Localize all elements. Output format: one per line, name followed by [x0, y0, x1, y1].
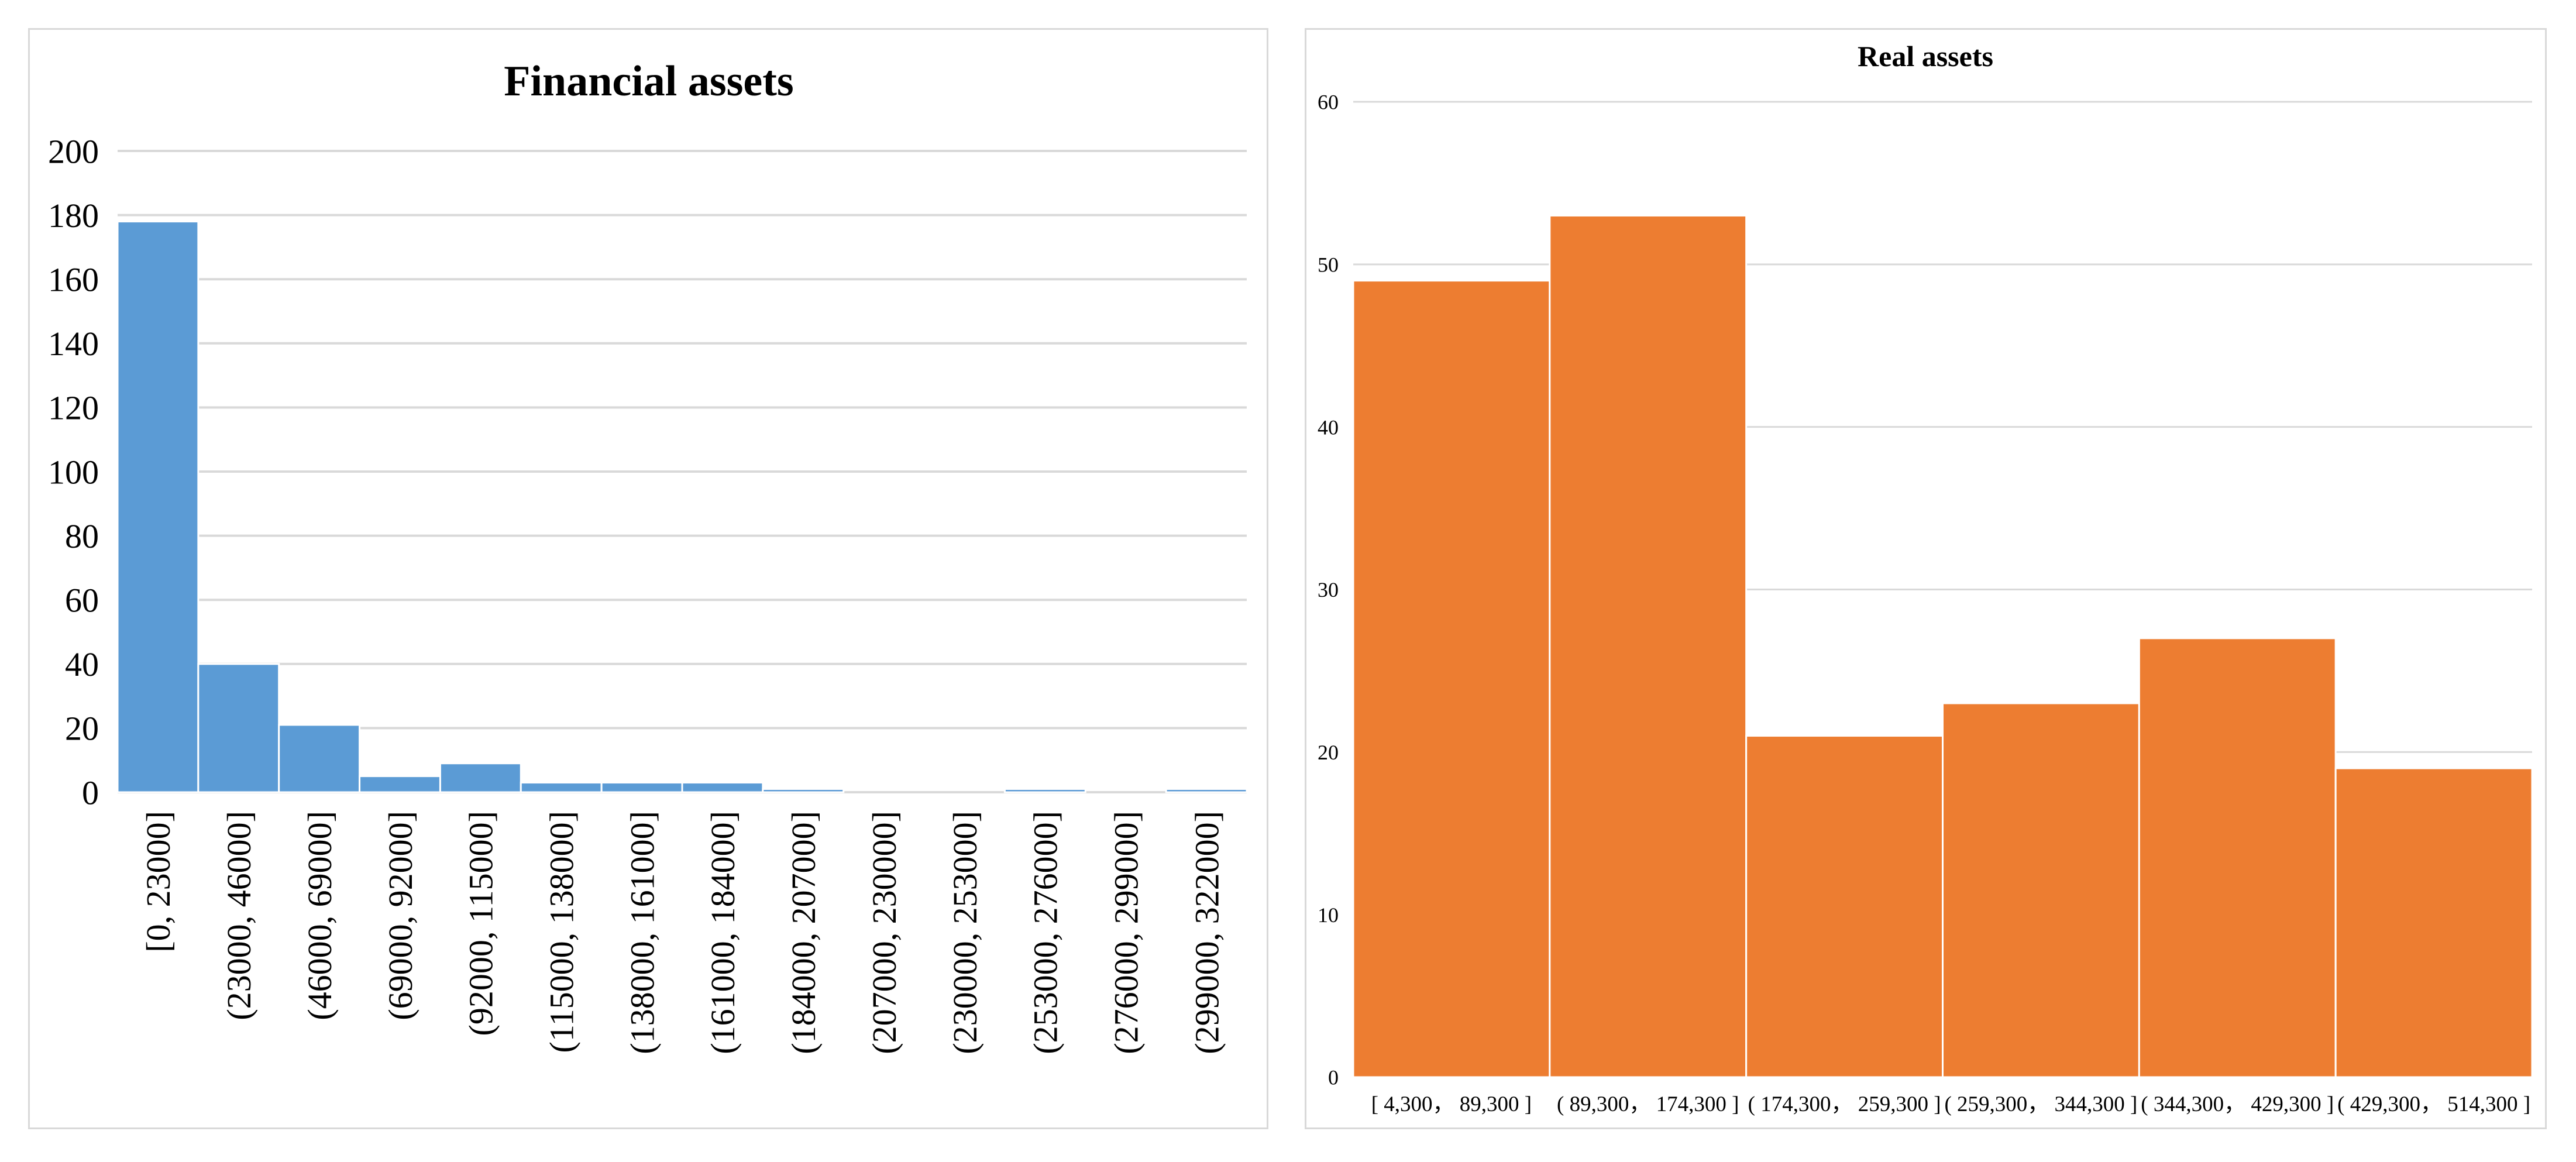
real-assets-chart-panel: Real assets 0 10 20 30 40 50 60 [ 4,300， 89,300 … — [1305, 28, 2547, 1129]
x-tick-label: (138000, 161000] — [623, 811, 661, 1054]
x-tick-label: [0, 23000] — [139, 811, 177, 953]
y-tick-label: 180 — [48, 197, 99, 235]
x-tick-label: ( 429,300， 514,300 ] — [2337, 1092, 2530, 1116]
y-tick-label: 20 — [65, 710, 99, 748]
x-tick-label: ( 344,300， 429,300 ] — [2141, 1092, 2334, 1116]
y-tick-label: 160 — [48, 261, 99, 299]
histogram-bar — [197, 663, 280, 793]
x-tick-label: (115000, 138000] — [543, 811, 581, 1053]
x-tick-label: (46000, 69000] — [301, 811, 339, 1020]
x-tick-label: (230000, 253000] — [946, 811, 984, 1054]
y-tick-label: 120 — [48, 389, 99, 427]
histogram-bar — [762, 788, 845, 793]
real-assets-chart: Real assets 0 10 20 30 40 50 60 [ 4,300， 89,300 … — [1318, 40, 2533, 1116]
histogram-bar — [2138, 637, 2337, 1078]
y-tick-label: 100 — [48, 453, 99, 491]
x-tick-label: (276000, 299000] — [1108, 811, 1146, 1054]
x-tick-label: (161000, 184000] — [704, 811, 742, 1054]
histogram-bar — [439, 762, 522, 793]
histogram-bar — [1165, 788, 1248, 793]
y-tick-label: 50 — [1318, 253, 1339, 276]
histogram-bar — [681, 782, 764, 793]
y-tick-label: 10 — [1318, 903, 1339, 927]
x-tick-label: [ 4,300， 89,300 ] — [1371, 1092, 1532, 1116]
chart-title: Financial assets — [504, 57, 793, 105]
y-tick-label: 0 — [82, 773, 99, 812]
histogram-bar — [1003, 788, 1086, 793]
y-tick-label: 80 — [65, 517, 99, 555]
x-tick-label: (299000, 322000] — [1188, 811, 1226, 1054]
histogram-bar — [2334, 767, 2533, 1078]
histogram-bar — [1942, 702, 2140, 1078]
histogram-bar — [600, 782, 683, 793]
histogram-bar — [116, 221, 200, 793]
y-tick-label: 60 — [1318, 91, 1339, 114]
histogram-bar — [1352, 280, 1551, 1078]
y-tick-label: 200 — [48, 132, 99, 170]
chart-title: Real assets — [1858, 40, 1993, 73]
x-tick-label: (207000, 230000] — [865, 811, 903, 1054]
financial-assets-chart: Financial assets 0 20 40 60 80 100 120 140 160 180… — [48, 57, 1248, 1054]
histogram-bar — [520, 782, 603, 793]
y-tick-label: 20 — [1318, 741, 1339, 764]
histogram-bar — [278, 724, 361, 793]
y-tick-label: 40 — [65, 645, 99, 683]
x-tick-label: ( 89,300， 174,300 ] — [1557, 1092, 1739, 1116]
y-tick-label: 40 — [1318, 415, 1339, 439]
x-tick-label: (184000, 207000] — [785, 811, 823, 1054]
y-tick-label: 0 — [1328, 1066, 1339, 1089]
histogram-bar — [1549, 214, 1748, 1078]
x-tick-label: (69000, 92000] — [381, 811, 419, 1020]
y-tick-label: 30 — [1318, 578, 1339, 601]
y-tick-label: 60 — [65, 582, 99, 620]
x-tick-label: ( 174,300， 259,300 ] — [1748, 1092, 1941, 1116]
financial-assets-chart-panel: Financial assets 0 20 40 60 80 100 120 140 160 180… — [28, 28, 1268, 1129]
x-tick-label: ( 259,300， 344,300 ] — [1944, 1092, 2137, 1116]
x-tick-label: (253000, 276000] — [1027, 811, 1065, 1054]
histogram-bar — [1745, 735, 1944, 1078]
y-tick-label: 140 — [48, 325, 99, 363]
histogram-bar — [359, 775, 441, 793]
x-tick-label: (92000, 115000] — [462, 811, 500, 1036]
x-tick-label: (23000, 46000] — [220, 811, 258, 1020]
